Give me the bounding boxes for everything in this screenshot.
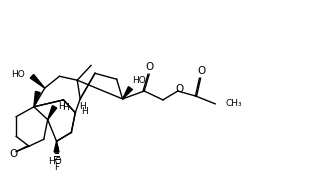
Text: HO: HO	[132, 76, 146, 85]
Text: H: H	[62, 103, 69, 112]
Text: O: O	[145, 62, 153, 72]
Text: O: O	[176, 84, 184, 94]
Polygon shape	[48, 106, 57, 120]
Polygon shape	[54, 141, 59, 152]
Text: H: H	[81, 107, 87, 116]
Text: H: H	[79, 102, 85, 111]
Text: O: O	[197, 66, 205, 76]
Text: O: O	[9, 149, 17, 159]
Polygon shape	[30, 74, 45, 88]
Polygon shape	[123, 87, 132, 99]
Text: HO: HO	[11, 70, 25, 79]
Text: CH₃: CH₃	[225, 99, 242, 108]
Text: H: H	[58, 102, 65, 111]
Text: HO: HO	[48, 157, 61, 166]
Polygon shape	[34, 91, 40, 107]
Text: F: F	[54, 163, 59, 172]
